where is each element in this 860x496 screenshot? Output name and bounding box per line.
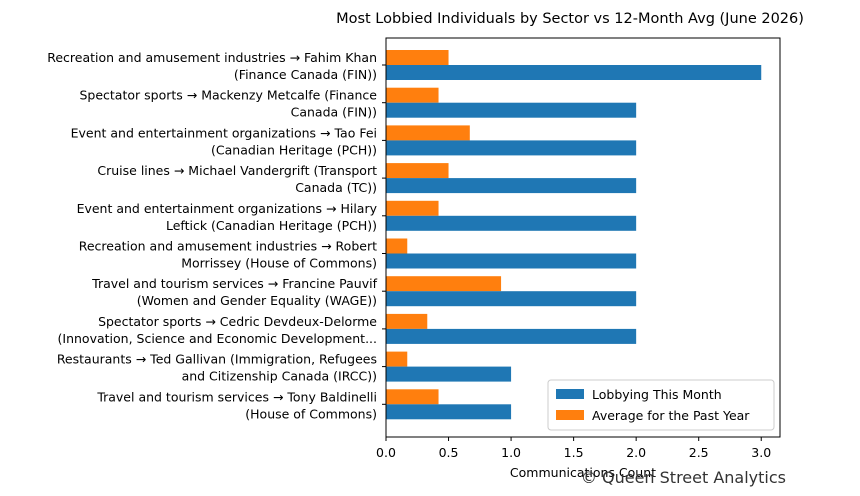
y-tick-label: Travel and tourism services → Francine P… <box>91 276 377 308</box>
bar-this-month <box>386 253 637 269</box>
x-tick-label: 1.5 <box>564 445 584 460</box>
bar-this-month <box>386 215 637 231</box>
y-tick-label: Recreation and amusement industries → Ro… <box>79 239 377 271</box>
x-tick-label: 0.5 <box>439 445 459 460</box>
bar-average <box>386 238 408 254</box>
watermark: © Queen Street Analytics <box>581 468 786 487</box>
bar-this-month <box>386 366 512 382</box>
x-tick-label: 2.0 <box>626 445 646 460</box>
y-tick-label: Spectator sports → Mackenzy Metcalfe (Fi… <box>79 88 377 120</box>
legend-label: Average for the Past Year <box>592 408 750 423</box>
bar-this-month <box>386 140 637 156</box>
x-tick-label: 3.0 <box>751 445 771 460</box>
bar-average <box>386 389 439 405</box>
bar-average <box>386 351 408 367</box>
plot-area: Recreation and amusement industries → Fa… <box>47 37 781 460</box>
bar-this-month <box>386 328 637 344</box>
bar-average <box>386 87 439 103</box>
x-tick-label: 1.0 <box>501 445 521 460</box>
legend: Lobbying This Month Average for the Past … <box>547 379 775 431</box>
legend-swatch <box>556 410 584 420</box>
y-tick-label: Restaurants → Ted Gallivan (Immigration,… <box>57 352 377 384</box>
x-tick-label: 0.0 <box>376 445 396 460</box>
legend-label: Lobbying This Month <box>592 387 722 402</box>
y-tick-label: Event and entertainment organizations → … <box>77 201 378 233</box>
bar-average <box>386 276 502 292</box>
legend-box <box>547 379 775 431</box>
x-axis-label: Communications Count <box>510 465 656 480</box>
bar-average <box>386 163 449 179</box>
y-tick-label: Cruise lines → Michael Vandergrift (Tran… <box>97 163 377 195</box>
bar-this-month <box>386 65 762 80</box>
bar-this-month <box>386 291 637 307</box>
chart-title: Most Lobbied Individuals by Sector vs 12… <box>336 11 804 27</box>
bar-average <box>386 313 428 329</box>
y-tick-label: Travel and tourism services → Tony Baldi… <box>96 389 377 421</box>
bar-this-month <box>386 404 512 420</box>
bar-this-month <box>386 178 637 194</box>
bar-average <box>386 125 470 141</box>
axes-frame <box>385 37 781 438</box>
y-tick-label: Spectator sports → Cedric Devdeux-Delorm… <box>58 314 378 346</box>
y-tick-label: Event and entertainment organizations → … <box>71 125 377 157</box>
bar-average <box>386 50 449 65</box>
x-tick-label: 2.5 <box>689 445 709 460</box>
legend-swatch <box>556 389 584 399</box>
bar-this-month <box>386 102 637 118</box>
y-tick-label: Recreation and amusement industries → Fa… <box>47 50 377 82</box>
bar-average <box>386 200 439 216</box>
